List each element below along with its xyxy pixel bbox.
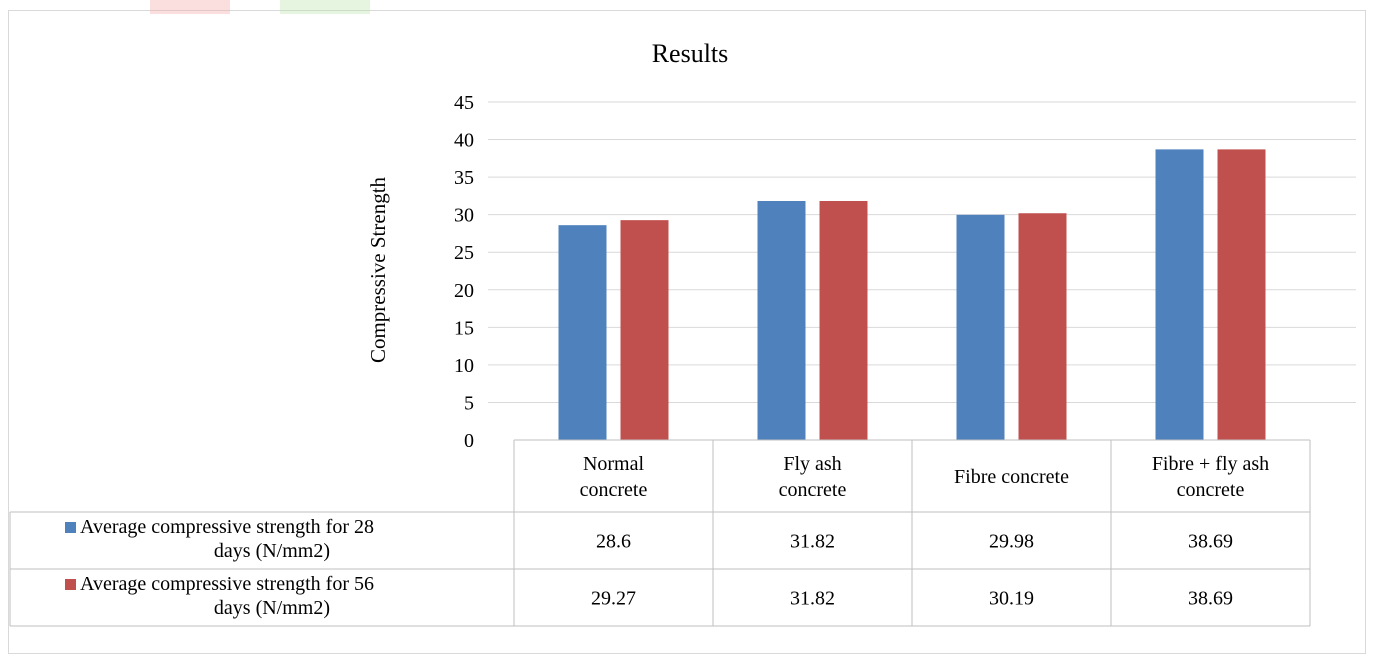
legend-label: Average compressive strength for 56	[80, 573, 374, 595]
y-tick-label: 20	[454, 280, 474, 302]
chart-frame	[8, 10, 1366, 654]
bars	[558, 149, 1266, 440]
legend-swatch	[65, 579, 76, 590]
data-value-label: 28.6	[596, 531, 631, 553]
y-tick-label: 30	[454, 205, 474, 227]
bar-series2-cat2	[819, 200, 868, 440]
data-table: Normal concrete Fly ash concrete Fibre concr…	[9, 439, 1311, 627]
y-tick-label: 45	[454, 92, 474, 114]
y-tick-label: 5	[464, 392, 474, 414]
y-tick-label: 25	[454, 242, 474, 264]
y-tick-label: 0	[464, 430, 474, 452]
bar-series2-cat1	[620, 220, 669, 440]
category-label: Normal	[583, 453, 645, 475]
category-label: Fly ash	[783, 453, 841, 475]
legend-swatch	[65, 522, 76, 533]
category-label: Fibre concrete	[954, 466, 1069, 488]
category-label: concrete	[779, 479, 847, 501]
chart-title: Results	[652, 39, 729, 68]
data-value-label: 31.82	[790, 588, 835, 610]
y-axis-label: Compressive Strength	[366, 176, 390, 363]
y-tick-labels: 0 5 10 15 20 25 30 35 40 45	[454, 92, 474, 452]
data-value-label: 29.98	[989, 531, 1034, 553]
y-tick-label: 15	[454, 317, 474, 339]
legend-label: days (N/mm2)	[214, 540, 330, 562]
bar-series1-cat1	[558, 225, 607, 440]
bar-series1-cat4	[1155, 149, 1204, 440]
category-label: Fibre + fly ash	[1152, 453, 1269, 475]
data-value-label: 38.69	[1188, 588, 1233, 610]
data-value-label: 38.69	[1188, 531, 1233, 553]
bar-series2-cat3	[1018, 213, 1067, 440]
data-value-label: 31.82	[790, 531, 835, 553]
y-tick-label: 10	[454, 355, 474, 377]
y-tick-label: 35	[454, 167, 474, 189]
data-value-label: 30.19	[989, 588, 1034, 610]
y-tick-label: 40	[454, 130, 474, 152]
category-label: concrete	[580, 479, 648, 501]
gridlines	[488, 101, 1356, 403]
bar-series1-cat2	[757, 200, 806, 440]
bar-series2-cat4	[1217, 149, 1266, 440]
category-label: concrete	[1177, 479, 1245, 501]
header-decoration	[150, 0, 370, 14]
legend-label: days (N/mm2)	[214, 597, 330, 619]
bar-series1-cat3	[956, 214, 1005, 440]
data-value-label: 29.27	[591, 588, 636, 610]
legend-label: Average compressive strength for 28	[80, 516, 374, 538]
